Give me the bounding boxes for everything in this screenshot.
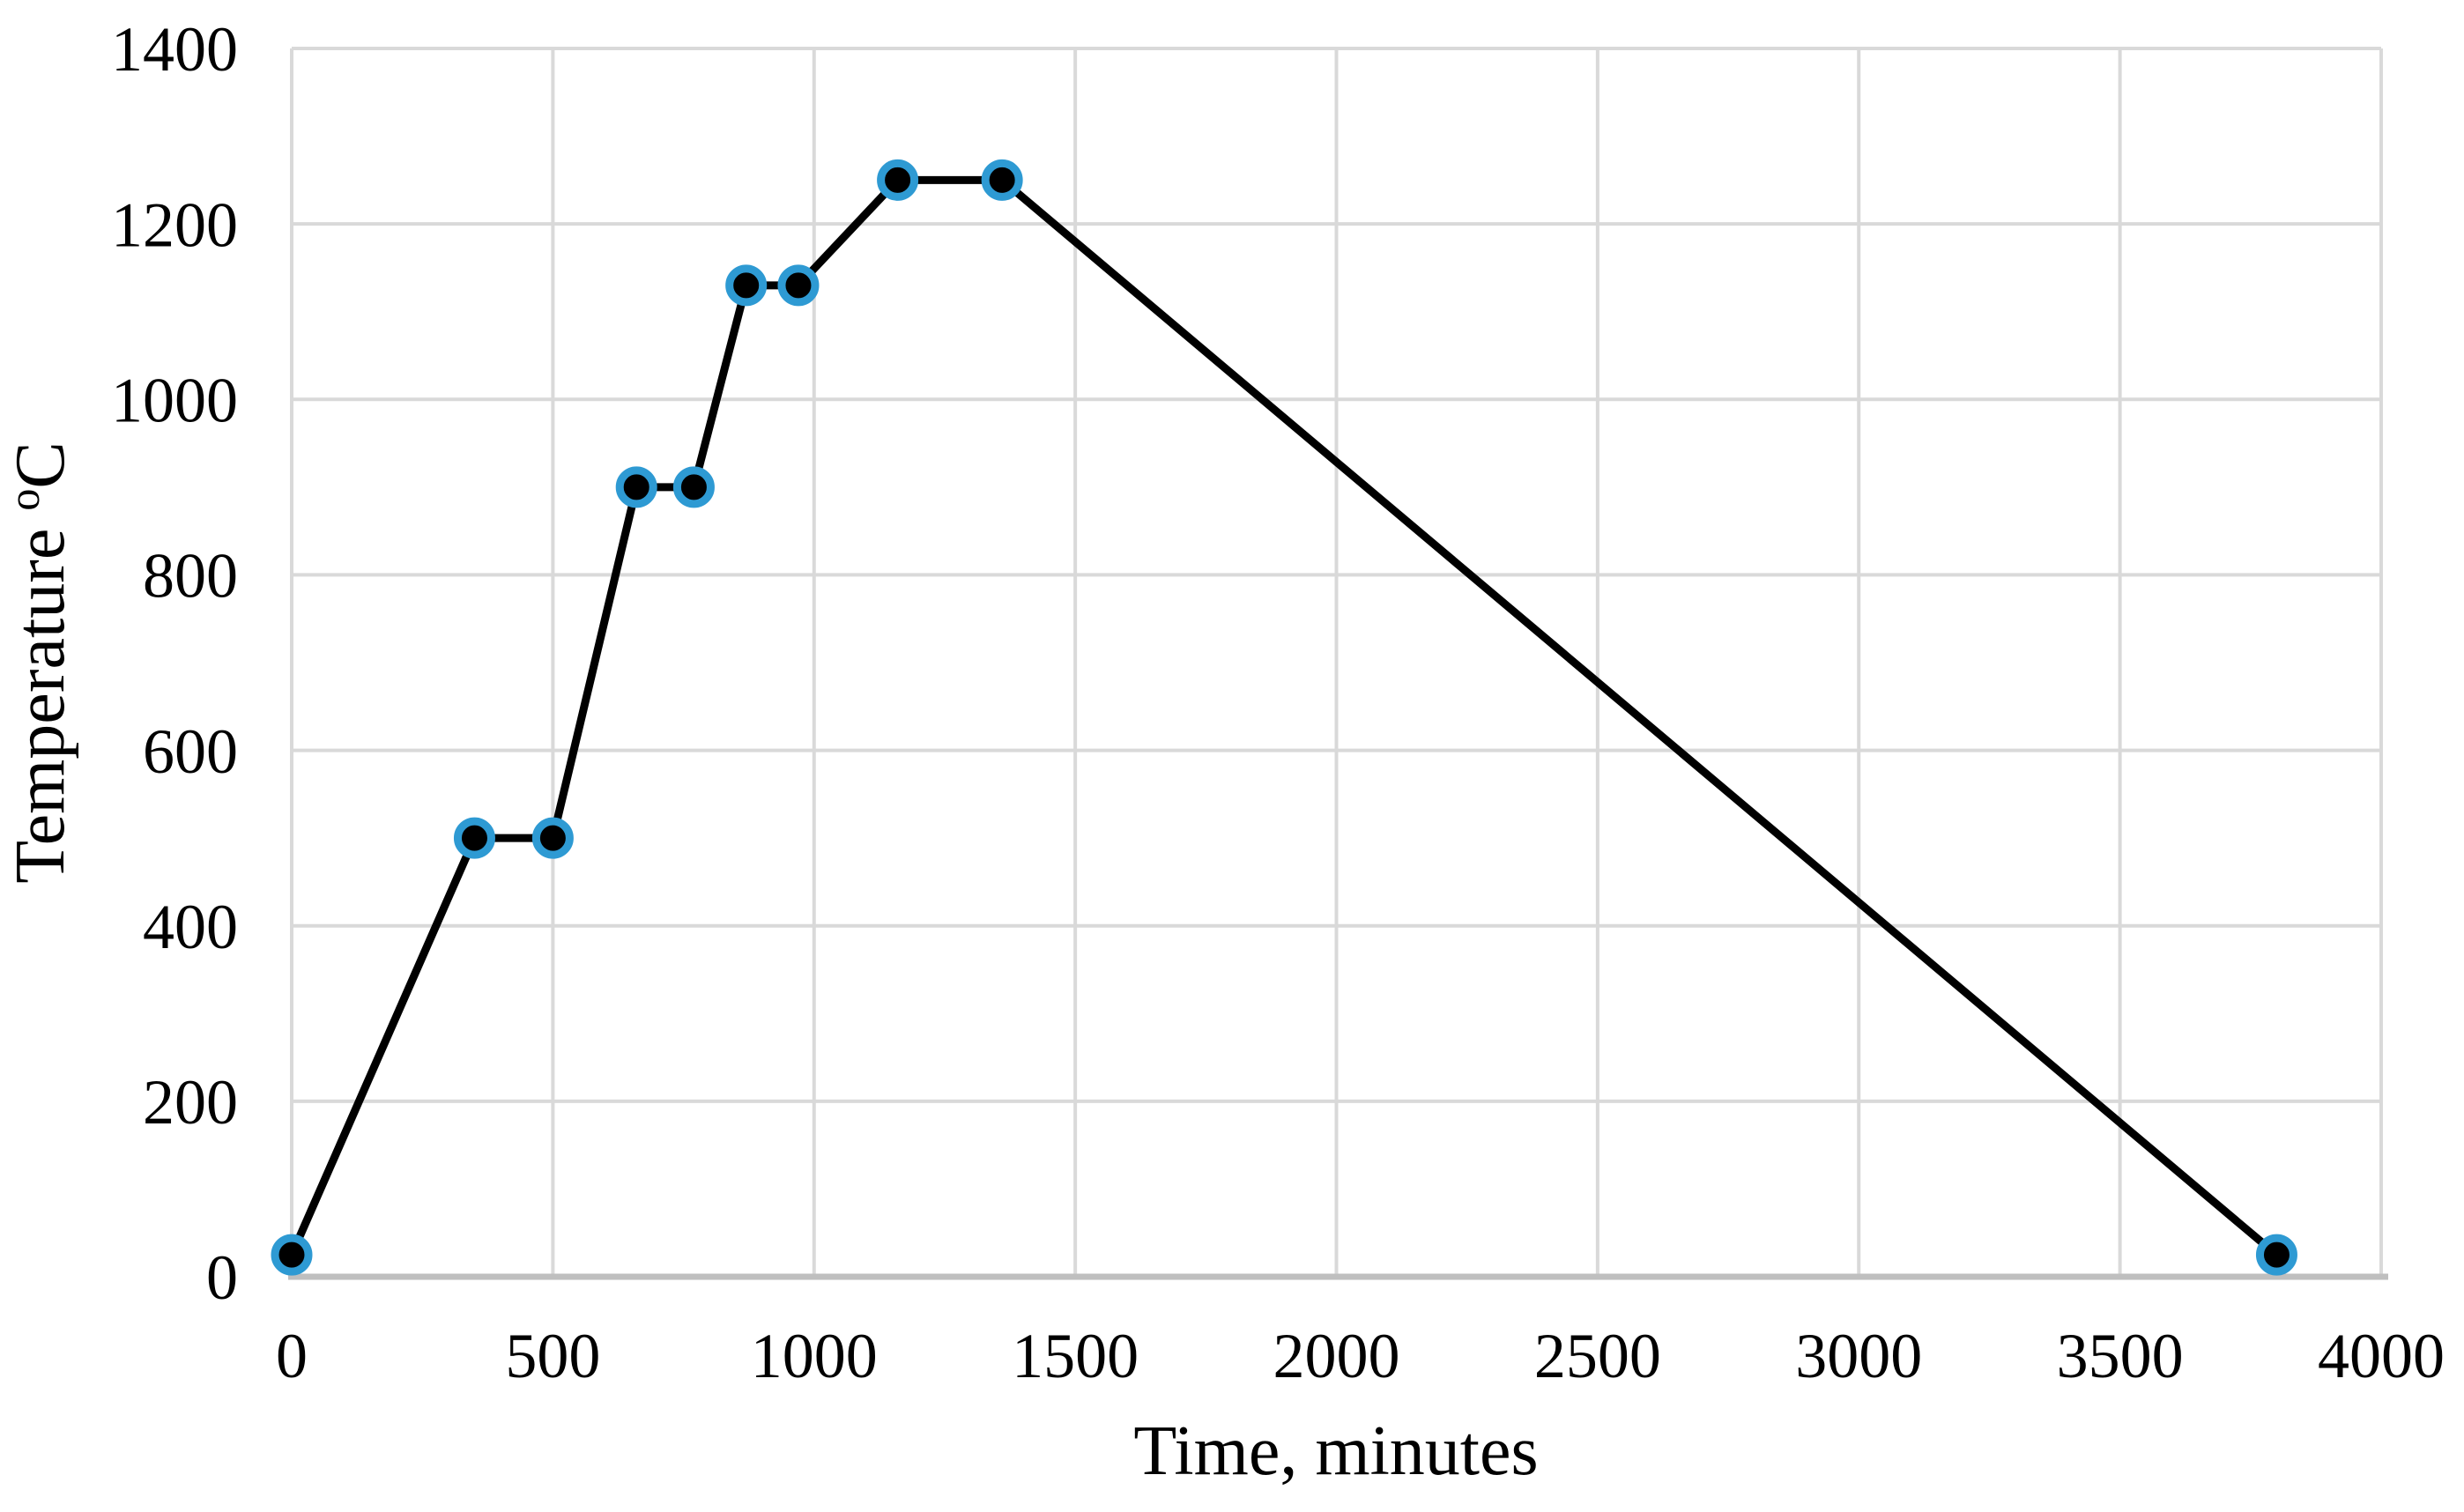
y-tick-label: 600	[143, 716, 238, 787]
data-point-marker	[453, 817, 495, 859]
x-tick-label: 1000	[751, 1321, 878, 1391]
y-tick-label: 400	[143, 892, 238, 962]
y-axis-title-part: C	[2, 441, 79, 488]
data-point-marker	[531, 817, 574, 859]
x-tick-label: 1500	[1012, 1321, 1139, 1391]
gridlines	[290, 47, 2383, 1277]
y-tick-label: 1200	[111, 189, 238, 260]
y-tick-label: 0	[206, 1242, 238, 1313]
data-point-marker	[725, 264, 768, 307]
data-point-marker	[672, 466, 715, 508]
data-point-marker	[615, 466, 657, 508]
data-point-markers	[271, 159, 2297, 1276]
x-tick-label: 0	[276, 1321, 308, 1391]
x-tick-label: 2000	[1273, 1321, 1400, 1391]
y-tick-label: 1400	[111, 14, 238, 85]
x-tick-label: 4000	[2318, 1321, 2445, 1391]
x-tick-label: 3000	[1795, 1321, 1922, 1391]
x-tick-label: 3500	[2057, 1321, 2184, 1391]
y-axis-title: Temperature oC	[0, 441, 79, 883]
y-tick-label: 1000	[111, 365, 238, 435]
x-tick-label: 500	[505, 1321, 600, 1391]
x-tick-label: 2500	[1534, 1321, 1661, 1391]
data-point-marker	[877, 159, 919, 201]
temperature-series-line	[287, 175, 2281, 1259]
data-point-marker	[777, 264, 820, 307]
temperature-series	[287, 175, 2281, 1259]
x-tick-labels: 0 500 1000 1500 2000 2500 3000 3500 4000	[276, 1321, 2445, 1391]
y-tick-label: 200	[143, 1067, 238, 1138]
x-axis-title: Time, minutes	[1133, 1412, 1538, 1490]
data-point-marker	[2255, 1234, 2297, 1276]
y-tick-labels: 0 200 400 600 800 1000 1200 1400	[111, 14, 238, 1313]
data-point-marker	[271, 1234, 313, 1276]
y-axis-title-part: Temperature	[2, 511, 79, 884]
y-axis-title-part: o	[0, 489, 48, 511]
data-point-marker	[981, 159, 1023, 201]
y-tick-label: 800	[143, 541, 238, 611]
